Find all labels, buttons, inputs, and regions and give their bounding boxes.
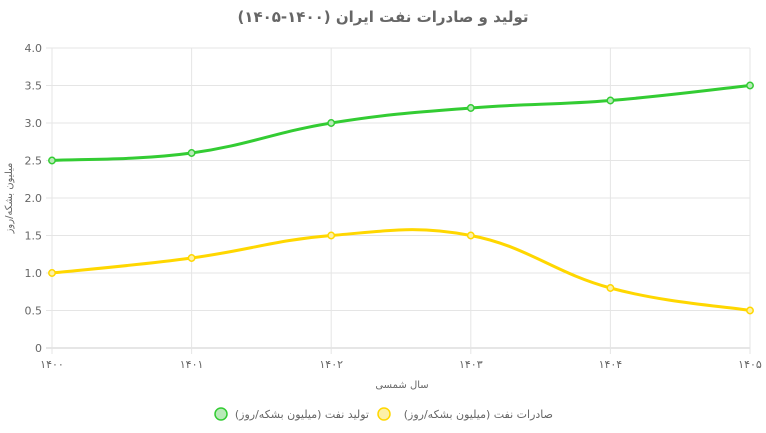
data-point-1 [606, 284, 615, 292]
y-tick-label: 2.0 [25, 192, 43, 205]
x-tick-label: ۱۴۰۵ [738, 358, 762, 371]
y-tick-label: 4.0 [25, 42, 43, 55]
data-point-0 [466, 104, 475, 112]
data-point-0 [48, 156, 56, 165]
x-axis-ticks: ۱۴۰۰ ۱۴۰۱ ۱۴۰۲ ۱۴۰۳ ۱۴۰۴ ۱۴۰۵ [40, 358, 762, 371]
y-tick-label: 1.5 [25, 230, 43, 243]
y-tick-label: 3.0 [25, 117, 43, 130]
x-tick-label: ۱۴۰۱ [180, 358, 204, 371]
y-tick-label: 0 [35, 342, 42, 355]
data-point-1 [746, 306, 754, 315]
grid [46, 47, 751, 354]
y-tick-label: 0.5 [25, 305, 43, 318]
y-axis-ticks: 0 0.5 1.0 1.5 2.0 2.5 3.0 3.5 4.0 [25, 42, 43, 355]
legend-swatch [214, 407, 228, 421]
legend-item-0[interactable]: تولید نفت (میلیون بشکه/روز) [214, 407, 369, 421]
legend-label: صادرات نفت (میلیون بشکه/روز) [404, 408, 553, 421]
x-axis-label: سال شمسی [375, 380, 428, 391]
data-point-0 [187, 149, 196, 157]
x-tick-label: ۱۴۰۴ [599, 358, 623, 371]
x-tick-label: ۱۴۰۰ [40, 358, 64, 371]
series-layer [48, 81, 754, 315]
series-line-0 [51, 84, 751, 162]
x-tick-label: ۱۴۰۲ [319, 358, 343, 371]
series-line-1 [51, 228, 751, 312]
data-point-0 [746, 81, 754, 90]
data-point-1 [48, 269, 56, 277]
data-point-1 [327, 231, 336, 240]
legend-label: تولید نفت (میلیون بشکه/روز) [235, 408, 369, 421]
legend[interactable]: تولید نفت (میلیون بشکه/روز) صادرات نفت (م… [214, 407, 553, 421]
x-tick-label: ۱۴۰۳ [459, 358, 483, 371]
chart-title: تولید و صادرات نفت ایران (۱۴۰۰-۱۴۰۵) [237, 8, 528, 26]
data-point-0 [606, 96, 615, 105]
y-tick-label: 3.5 [25, 80, 43, 93]
data-point-1 [187, 254, 196, 262]
data-point-1 [466, 231, 475, 240]
y-tick-label: 1.0 [25, 267, 43, 280]
legend-item-1[interactable]: صادرات نفت (میلیون بشکه/روز) [377, 407, 553, 421]
y-tick-label: 2.5 [25, 155, 43, 168]
y-axis-label: میلیون بشکه/روز [4, 163, 15, 235]
legend-swatch [377, 407, 391, 421]
data-point-0 [327, 119, 336, 127]
